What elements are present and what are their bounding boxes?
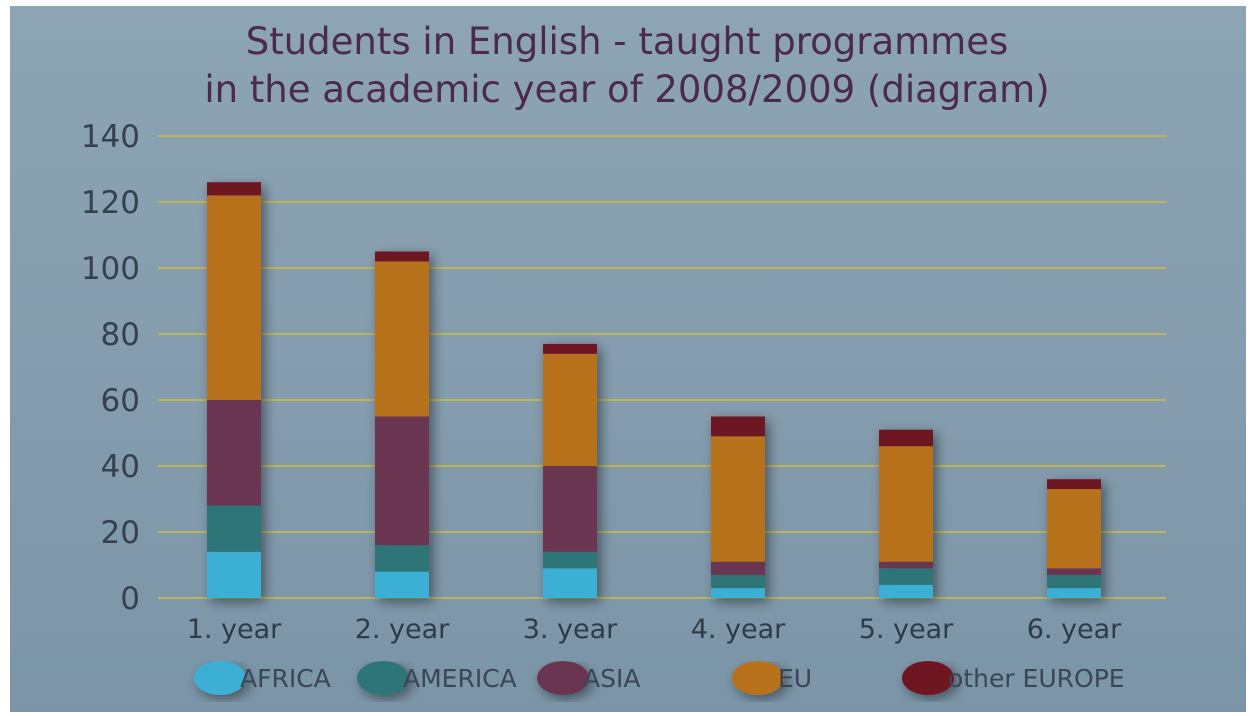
legend-item: AFRICA: [194, 661, 331, 695]
bar-segment: [711, 416, 765, 437]
bar-stack: [543, 343, 597, 598]
bar-stack: [711, 416, 765, 598]
legend-swatch: [902, 661, 954, 695]
bar-stack: [1047, 479, 1101, 598]
chart-title-line-1: Students in English - taught programmes: [246, 20, 1009, 63]
bar-segment: [711, 436, 765, 562]
bar-segment: [1047, 588, 1101, 598]
bar-segment: [879, 568, 933, 585]
bar-segment: [711, 574, 765, 589]
legend-swatch: [357, 661, 409, 695]
bar-stack: [879, 429, 933, 598]
x-tick-label: 4. year: [691, 614, 786, 645]
legend-label: AMERICA: [403, 664, 517, 693]
chart-title-line-2: in the academic year of 2008/2009 (diagr…: [204, 68, 1049, 111]
bar-segment: [207, 195, 261, 400]
x-tick-label: 5. year: [859, 614, 954, 645]
legend-item: AMERICA: [357, 661, 517, 695]
y-tick-label: 40: [101, 449, 140, 485]
chart-title: Students in English - taught programmes …: [204, 20, 1049, 111]
bar-segment: [207, 400, 261, 506]
bar-segment: [207, 505, 261, 552]
legend-item: other EUROPE: [902, 661, 1125, 695]
y-tick-label: 100: [81, 251, 140, 287]
bar-segment: [375, 545, 429, 572]
bar-segment: [879, 561, 933, 569]
legend: AFRICA AMERICA ASIA EU other EUROPE: [194, 661, 1125, 695]
gridlines: [158, 135, 1166, 599]
bar-segment: [1047, 489, 1101, 569]
y-tick-label: 60: [101, 383, 140, 419]
bar-segment: [1047, 574, 1101, 589]
x-tick-label: 2. year: [355, 614, 450, 645]
bar-segment: [711, 561, 765, 575]
legend-label: AFRICA: [240, 664, 331, 693]
legend-label: EU: [778, 664, 812, 693]
bar-segment: [1047, 568, 1101, 575]
x-tick-label: 3. year: [523, 614, 618, 645]
bar-stack: [207, 182, 261, 598]
bar-segment: [543, 466, 597, 552]
y-tick-label: 20: [101, 515, 140, 551]
x-tick-label: 6. year: [1027, 614, 1122, 645]
bar-segment: [207, 551, 261, 598]
legend-swatch: [537, 661, 589, 695]
bar-segment: [543, 551, 597, 569]
bars: [207, 182, 1101, 598]
y-axis: 0 20 40 60 80 100 120 140: [81, 119, 140, 617]
bar-segment: [879, 584, 933, 598]
bar-segment: [711, 588, 765, 598]
bar-segment: [879, 446, 933, 562]
legend-item: ASIA: [537, 661, 640, 695]
bar-segment: [879, 429, 933, 447]
legend-item: EU: [732, 661, 812, 695]
bar-segment: [375, 261, 429, 417]
chart-svg: Students in English - taught programmes …: [81, 20, 1166, 695]
bar-segment: [543, 568, 597, 598]
legend-swatch: [194, 661, 246, 695]
bar-stack: [375, 251, 429, 598]
legend-label: other EUROPE: [948, 664, 1125, 693]
chart-frame: Students in English - taught programmes …: [10, 6, 1246, 712]
bar-segment: [543, 353, 597, 466]
y-tick-label: 120: [81, 185, 140, 221]
bar-segment: [1047, 479, 1101, 490]
legend-swatch: [732, 661, 784, 695]
bar-segment: [375, 571, 429, 598]
x-tick-label: 1. year: [187, 614, 282, 645]
bar-segment: [207, 182, 261, 196]
y-tick-label: 80: [101, 317, 140, 353]
legend-label: ASIA: [583, 664, 640, 693]
y-tick-label: 0: [120, 581, 140, 617]
bar-segment: [543, 343, 597, 354]
y-tick-label: 140: [81, 119, 140, 155]
bar-segment: [375, 416, 429, 546]
x-axis: 1. year 2. year 3. year 4. year 5. year 6. ye…: [187, 614, 1122, 645]
bar-segment: [375, 251, 429, 262]
